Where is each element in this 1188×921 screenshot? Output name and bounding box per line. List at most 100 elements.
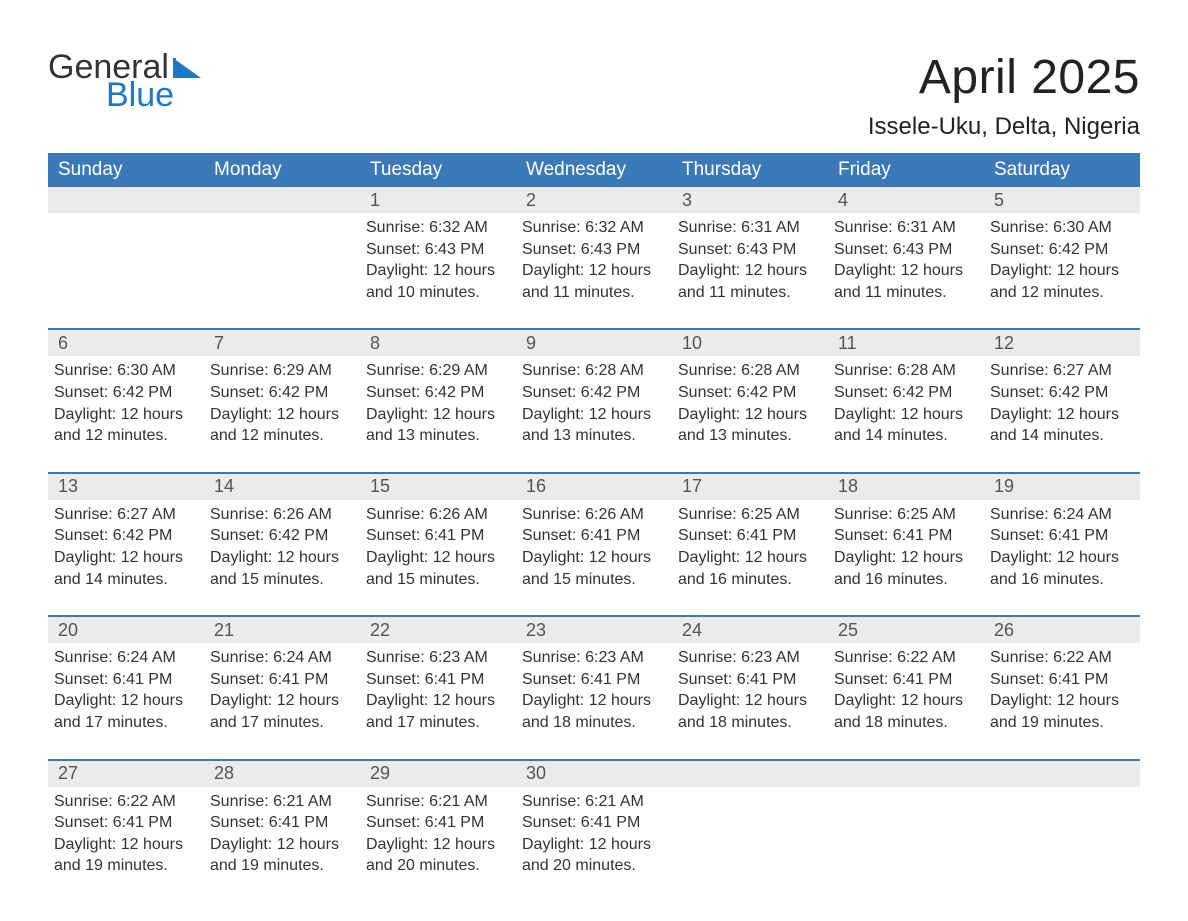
calendar-day-cell: 15Sunrise: 6:26 AMSunset: 6:41 PMDayligh… [360,473,516,594]
day-number: 2 [516,187,672,213]
weekday-header: Saturday [984,153,1140,187]
day-sunrise: Sunrise: 6:26 AM [522,504,666,526]
calendar-day-cell: 11Sunrise: 6:28 AMSunset: 6:42 PMDayligh… [828,329,984,450]
day-dl1: Daylight: 12 hours [834,260,978,282]
day-sunset: Sunset: 6:42 PM [366,382,510,404]
day-number [672,761,828,787]
weekday-header: Wednesday [516,153,672,187]
day-sunset: Sunset: 6:41 PM [54,669,198,691]
week-spacer [48,451,1140,473]
day-number: 27 [48,761,204,787]
day-sunset: Sunset: 6:41 PM [834,525,978,547]
day-details: Sunrise: 6:26 AMSunset: 6:42 PMDaylight:… [204,500,360,594]
day-dl2: and 19 minutes. [54,855,198,877]
calendar-day-cell: 7Sunrise: 6:29 AMSunset: 6:42 PMDaylight… [204,329,360,450]
day-sunset: Sunset: 6:41 PM [678,525,822,547]
day-dl2: and 14 minutes. [834,425,978,447]
day-number [828,761,984,787]
calendar-day-cell [204,187,360,307]
day-number: 28 [204,761,360,787]
calendar-day-cell: 2Sunrise: 6:32 AMSunset: 6:43 PMDaylight… [516,187,672,307]
day-dl1: Daylight: 12 hours [210,404,354,426]
weekday-header: Tuesday [360,153,516,187]
day-details: Sunrise: 6:21 AMSunset: 6:41 PMDaylight:… [516,787,672,881]
day-number: 17 [672,474,828,500]
day-sunset: Sunset: 6:41 PM [990,525,1134,547]
day-dl1: Daylight: 12 hours [990,404,1134,426]
day-dl2: and 13 minutes. [366,425,510,447]
calendar-day-cell: 4Sunrise: 6:31 AMSunset: 6:43 PMDaylight… [828,187,984,307]
day-number [204,187,360,213]
day-dl2: and 13 minutes. [522,425,666,447]
calendar-day-cell: 20Sunrise: 6:24 AMSunset: 6:41 PMDayligh… [48,616,204,737]
day-dl2: and 12 minutes. [990,282,1134,304]
day-details: Sunrise: 6:24 AMSunset: 6:41 PMDaylight:… [48,643,204,737]
day-details: Sunrise: 6:29 AMSunset: 6:42 PMDaylight:… [204,356,360,450]
day-dl1: Daylight: 12 hours [678,547,822,569]
day-sunrise: Sunrise: 6:23 AM [678,647,822,669]
day-dl2: and 18 minutes. [522,712,666,734]
day-details: Sunrise: 6:31 AMSunset: 6:43 PMDaylight:… [828,213,984,307]
day-sunset: Sunset: 6:41 PM [990,669,1134,691]
day-sunset: Sunset: 6:41 PM [834,669,978,691]
day-sunrise: Sunrise: 6:23 AM [522,647,666,669]
day-details: Sunrise: 6:21 AMSunset: 6:41 PMDaylight:… [204,787,360,881]
day-sunrise: Sunrise: 6:31 AM [678,217,822,239]
week-spacer [48,307,1140,329]
day-dl2: and 16 minutes. [834,569,978,591]
day-dl2: and 17 minutes. [210,712,354,734]
day-details: Sunrise: 6:30 AMSunset: 6:42 PMDaylight:… [48,356,204,450]
calendar-day-cell: 6Sunrise: 6:30 AMSunset: 6:42 PMDaylight… [48,329,204,450]
day-sunset: Sunset: 6:41 PM [210,812,354,834]
day-sunset: Sunset: 6:41 PM [366,669,510,691]
day-number: 18 [828,474,984,500]
day-sunrise: Sunrise: 6:21 AM [366,791,510,813]
week-spacer [48,594,1140,616]
day-dl1: Daylight: 12 hours [990,690,1134,712]
day-dl1: Daylight: 12 hours [522,834,666,856]
day-dl1: Daylight: 12 hours [210,690,354,712]
day-number: 5 [984,187,1140,213]
day-sunrise: Sunrise: 6:22 AM [54,791,198,813]
day-dl1: Daylight: 12 hours [54,547,198,569]
day-dl2: and 11 minutes. [834,282,978,304]
day-dl1: Daylight: 12 hours [54,690,198,712]
day-dl2: and 12 minutes. [54,425,198,447]
day-sunrise: Sunrise: 6:21 AM [522,791,666,813]
day-dl1: Daylight: 12 hours [834,404,978,426]
title-block: April 2025 Issele-Uku, Delta, Nigeria [868,50,1140,141]
day-number: 23 [516,617,672,643]
day-sunrise: Sunrise: 6:24 AM [210,647,354,669]
calendar-day-cell: 27Sunrise: 6:22 AMSunset: 6:41 PMDayligh… [48,760,204,881]
day-number: 16 [516,474,672,500]
day-sunrise: Sunrise: 6:28 AM [522,360,666,382]
day-dl2: and 15 minutes. [366,569,510,591]
calendar-week-row: 20Sunrise: 6:24 AMSunset: 6:41 PMDayligh… [48,616,1140,737]
day-sunrise: Sunrise: 6:26 AM [210,504,354,526]
day-dl2: and 15 minutes. [522,569,666,591]
day-dl1: Daylight: 12 hours [522,260,666,282]
day-dl2: and 11 minutes. [522,282,666,304]
day-number: 26 [984,617,1140,643]
day-sunrise: Sunrise: 6:29 AM [366,360,510,382]
day-sunset: Sunset: 6:42 PM [678,382,822,404]
day-dl1: Daylight: 12 hours [366,260,510,282]
day-details: Sunrise: 6:23 AMSunset: 6:41 PMDaylight:… [672,643,828,737]
day-sunset: Sunset: 6:42 PM [834,382,978,404]
day-number: 22 [360,617,516,643]
brand-logo: General Blue [48,50,201,112]
weekday-header: Monday [204,153,360,187]
week-spacer [48,738,1140,760]
day-sunset: Sunset: 6:42 PM [210,382,354,404]
day-dl2: and 20 minutes. [522,855,666,877]
calendar-day-cell: 13Sunrise: 6:27 AMSunset: 6:42 PMDayligh… [48,473,204,594]
day-details: Sunrise: 6:26 AMSunset: 6:41 PMDaylight:… [360,500,516,594]
calendar-day-cell: 5Sunrise: 6:30 AMSunset: 6:42 PMDaylight… [984,187,1140,307]
day-sunrise: Sunrise: 6:29 AM [210,360,354,382]
calendar-day-cell: 26Sunrise: 6:22 AMSunset: 6:41 PMDayligh… [984,616,1140,737]
day-sunset: Sunset: 6:43 PM [522,239,666,261]
day-sunrise: Sunrise: 6:25 AM [834,504,978,526]
day-dl2: and 13 minutes. [678,425,822,447]
calendar-day-cell [984,760,1140,881]
day-details: Sunrise: 6:32 AMSunset: 6:43 PMDaylight:… [516,213,672,307]
